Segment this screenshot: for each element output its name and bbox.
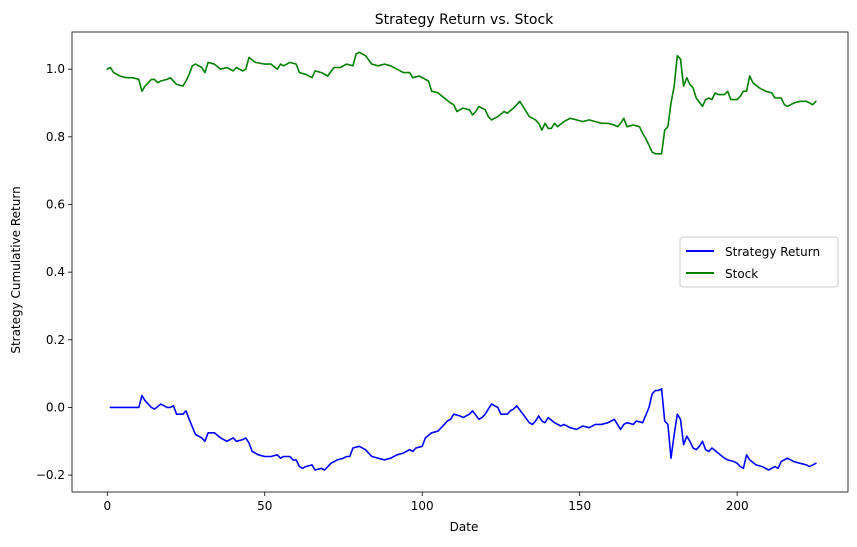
chart-title: Strategy Return vs. Stock: [375, 12, 554, 28]
x-tick-label: 150: [568, 499, 591, 513]
x-tick-label: 50: [257, 499, 272, 513]
x-axis-label: Date: [450, 520, 479, 534]
legend-label-stock: Stock: [725, 267, 758, 281]
y-axis-label: Strategy Cumulative Return: [9, 186, 23, 353]
x-tick-label: 0: [103, 499, 111, 513]
x-tick-label: 200: [726, 499, 749, 513]
series-line-stock: [106, 51, 817, 155]
legend-box: [679, 236, 839, 288]
y-tick-label: 0.0: [46, 400, 65, 414]
y-tick-label: 0.6: [46, 198, 65, 212]
y-tick-label: 0.2: [46, 333, 65, 347]
legend-label-strategy-return: Strategy Return: [725, 245, 820, 259]
plot-frame: [71, 31, 849, 493]
plot-area: [71, 31, 849, 493]
y-axis: −0.2 0.0 0.2 0.4 0.6 0.8 1.0: [36, 62, 72, 482]
y-tick-label: 0.4: [46, 265, 65, 279]
x-tick-label: 100: [411, 499, 434, 513]
y-tick-label: 0.8: [46, 130, 65, 144]
series-line-strategy-return: [109, 388, 817, 471]
y-tick-label: −0.2: [36, 468, 65, 482]
legend: Strategy Return Stock: [679, 236, 839, 288]
y-tick-label: 1.0: [46, 62, 65, 76]
series-group: [106, 51, 817, 471]
x-axis: 0 50 100 150 200: [103, 492, 749, 513]
